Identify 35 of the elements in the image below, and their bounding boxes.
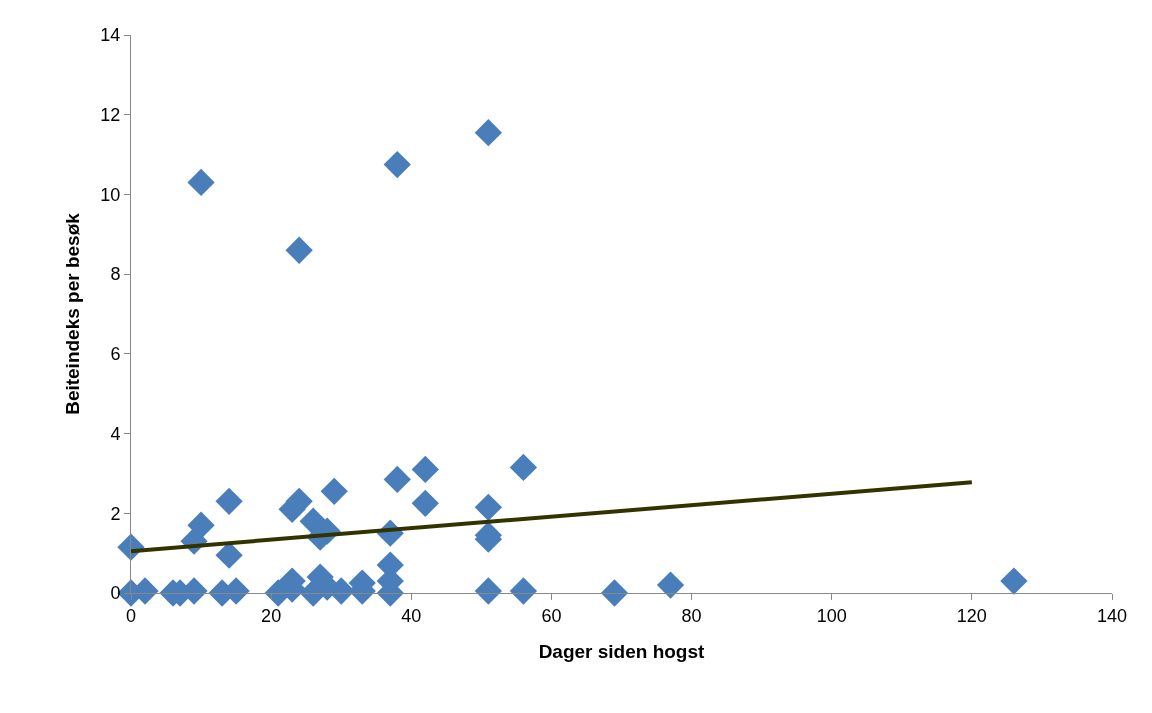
- y-tick-label: 4: [110, 423, 121, 444]
- point: [474, 577, 503, 605]
- point: [600, 579, 629, 607]
- x-tick-label: 0: [125, 605, 137, 626]
- point: [383, 150, 411, 179]
- point: [474, 119, 503, 147]
- y-tick-label: 12: [100, 105, 121, 126]
- x-tick-label: 80: [681, 605, 702, 626]
- x-tick-label: 100: [816, 605, 847, 626]
- point: [285, 236, 313, 264]
- point: [411, 455, 439, 484]
- point: [656, 571, 685, 599]
- y-axis-title: Beiteindeks per besøk: [62, 212, 84, 415]
- point: [215, 487, 243, 515]
- x-axis-title: Dager siden hogst: [538, 641, 706, 663]
- y-tick-label: 10: [100, 184, 121, 205]
- point: [383, 465, 411, 494]
- x-tick-label: 120: [956, 605, 987, 626]
- point: [1000, 567, 1028, 595]
- x-tick-label: 40: [401, 605, 422, 626]
- y-tick-label: 8: [110, 264, 121, 285]
- y-tick-label: 14: [100, 25, 121, 46]
- x-tick-label: 140: [1096, 605, 1128, 626]
- x-tick-label: 20: [261, 605, 282, 626]
- point: [187, 511, 215, 539]
- y-tick-label: 6: [110, 344, 121, 365]
- point: [320, 477, 348, 506]
- point: [474, 493, 503, 521]
- x-tick-label: 60: [541, 605, 562, 626]
- y-tick-label: 0: [110, 583, 121, 604]
- point: [187, 168, 215, 197]
- point: [509, 453, 538, 482]
- point: [411, 489, 439, 517]
- y-tick-label: 2: [110, 503, 121, 524]
- point: [509, 577, 538, 605]
